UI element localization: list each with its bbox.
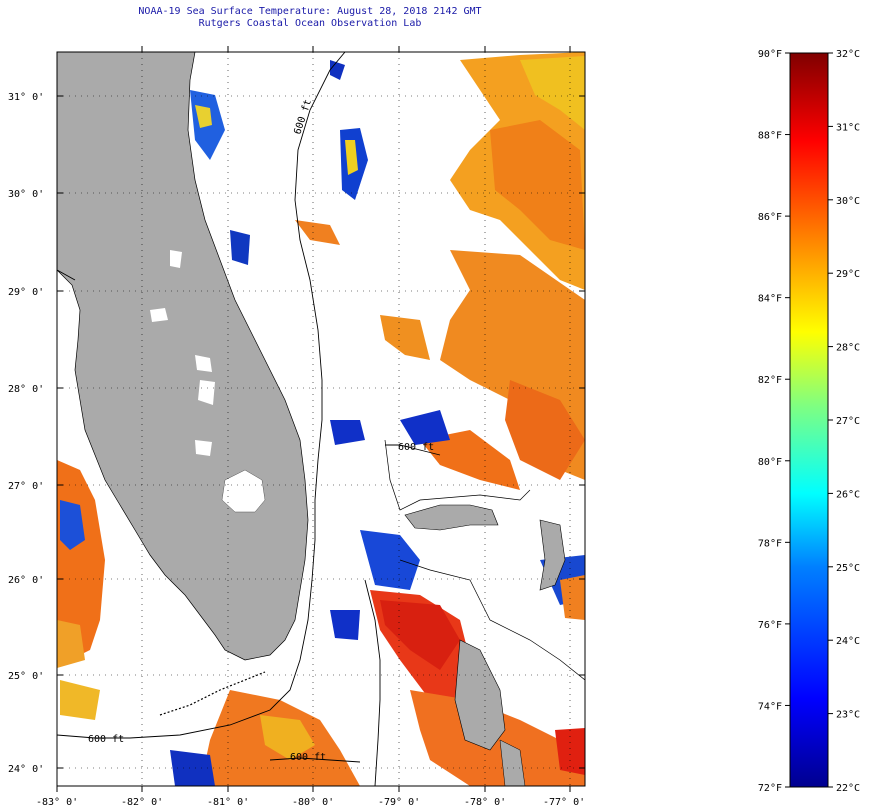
sst-patch [490,120,585,250]
map-title: NOAA-19 Sea Surface Temperature: August … [138,6,482,17]
lat-label: 31° 0' [8,92,44,103]
sst-patch [60,680,100,720]
lon-label: -80° 0' [292,797,334,808]
lake-okeechobee [221,469,266,513]
lat-label: 30° 0' [8,189,44,200]
isobath-label: 600 ft [88,734,124,745]
lon-label: -77° 0' [543,797,585,808]
sst-patch [230,230,250,265]
sst-patch [60,500,85,550]
lat-label: 29° 0' [8,287,44,298]
sst-patch [330,420,365,445]
bahama-bank-outline [384,439,585,681]
sst-patch [345,140,358,175]
sst-patch [57,620,85,668]
isobath-label: 600 ft [398,442,434,453]
sst-patch [295,220,340,245]
lon-label: -79° 0' [378,797,420,808]
sst-patch [380,600,460,670]
lat-label: 27° 0' [8,481,44,492]
map-subtitle: Rutgers Coastal Ocean Observation Lab [198,18,422,29]
abaco-island [539,519,566,591]
lon-label: -78° 0' [464,797,506,808]
sst-patch [505,380,585,480]
axis-ticks [56,46,585,792]
sst-patch [330,610,360,640]
lon-label: -83° 0' [36,797,78,808]
eleuthera-island [499,739,526,786]
lat-label: 24° 0' [8,764,44,775]
andros-island [454,639,506,751]
sst-patch [400,410,450,445]
sst-patch [170,750,215,786]
sst-patch [260,715,315,760]
lon-label: -81° 0' [207,797,249,808]
graticule [57,52,585,786]
sst-patches [57,52,585,786]
sst-patch [380,315,430,360]
sst-patch [195,105,212,128]
sst-patch [420,430,520,490]
lat-label: 28° 0' [8,384,44,395]
florida-keys [159,671,266,716]
sst-patch [360,530,420,590]
isobath-label: 600 ft [290,752,326,763]
sst-patch [560,575,585,620]
inland-lakes [150,250,215,456]
lon-label: -82° 0' [121,797,163,808]
grand-bahama-island [404,504,499,531]
sst-patch [555,728,585,775]
lat-label: 26° 0' [8,575,44,586]
lat-label: 25° 0' [8,671,44,682]
map-frame [56,51,586,787]
sst-patch [520,56,585,130]
isobath-contours [57,52,441,786]
